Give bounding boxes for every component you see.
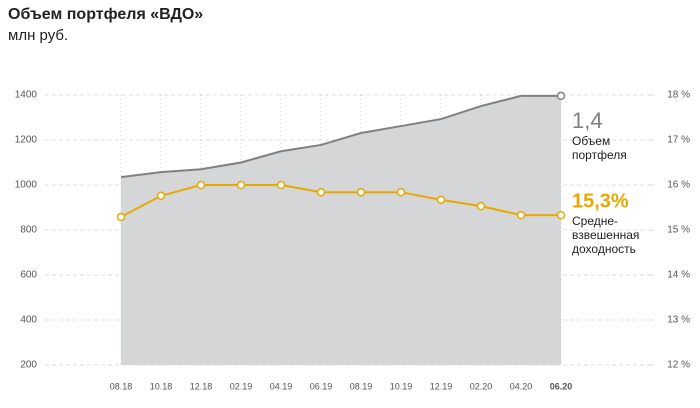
chart-title: Объем портфеля «ВДО» xyxy=(8,6,203,23)
x-tick-label: 02.20 xyxy=(470,381,493,391)
marker xyxy=(556,210,566,220)
y2-tick-label: 12 % xyxy=(667,360,690,371)
x-tick-label: 06.20 xyxy=(550,381,573,391)
marker xyxy=(476,201,486,211)
marker xyxy=(396,187,406,197)
y2-tick-label: 17 % xyxy=(667,135,690,146)
y-tick-label: 600 xyxy=(20,270,37,281)
marker xyxy=(236,180,246,190)
y-tick-label: 800 xyxy=(20,225,37,236)
series-label: портфеля xyxy=(572,148,627,162)
y-tick-label: 400 xyxy=(20,315,37,326)
x-tick-label: 10.18 xyxy=(150,381,173,391)
y2-tick-label: 13 % xyxy=(667,315,690,326)
y2-tick-label: 14 % xyxy=(667,270,690,281)
x-tick-label: 04.19 xyxy=(270,381,293,391)
x-tick-label: 12.19 xyxy=(430,381,453,391)
series-label: Средне- xyxy=(572,214,618,228)
x-tick-label: 04.20 xyxy=(510,381,533,391)
x-tick-label: 08.19 xyxy=(350,381,373,391)
series-label: Объем xyxy=(572,134,610,148)
x-tick-label: 12.18 xyxy=(190,381,213,391)
marker xyxy=(196,180,206,190)
y2-tick-label: 18 % xyxy=(667,90,690,101)
series-label: взвешенная xyxy=(572,228,639,242)
marker xyxy=(156,191,166,201)
y-tick-label: 1200 xyxy=(15,135,38,146)
marker xyxy=(516,210,526,220)
marker xyxy=(556,91,566,101)
y-tick-label: 1400 xyxy=(15,90,38,101)
marker xyxy=(276,180,286,190)
marker xyxy=(116,212,126,222)
x-tick-label: 06.19 xyxy=(310,381,333,391)
marker xyxy=(356,187,366,197)
line xyxy=(120,94,561,179)
chart-subtitle: млн руб. xyxy=(8,27,68,44)
marker xyxy=(316,187,326,197)
y2-tick-label: 16 % xyxy=(667,180,690,191)
end-label: 1,4 xyxy=(572,108,603,133)
series-label: доходность xyxy=(572,242,636,256)
area xyxy=(121,95,561,366)
end-label: 15,3% xyxy=(572,190,629,212)
y-tick-label: 1000 xyxy=(15,180,38,191)
x-tick-label: 08.18 xyxy=(110,381,133,391)
y2-tick-label: 15 % xyxy=(667,225,690,236)
line xyxy=(120,184,561,218)
x-tick-label: 10.19 xyxy=(390,381,413,391)
x-tick-label: 02.19 xyxy=(230,381,253,391)
y-tick-label: 200 xyxy=(20,360,37,371)
marker xyxy=(436,195,446,205)
